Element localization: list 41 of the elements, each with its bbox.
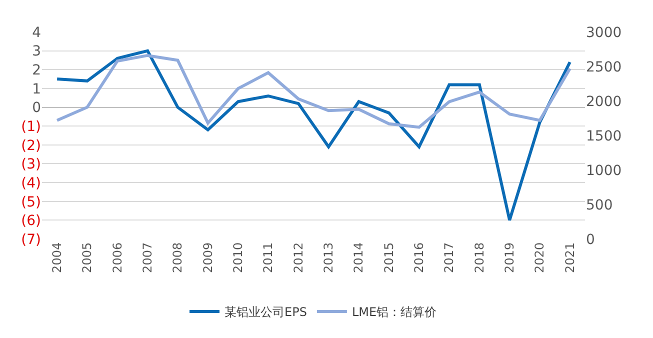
line-series <box>56 54 572 129</box>
x-tick-label: 2012 <box>291 242 306 273</box>
x-tick-label: 2005 <box>80 242 94 273</box>
y-tick-label: (1) <box>21 118 41 135</box>
y-tick-label: 3 <box>32 44 41 60</box>
y2-tick-label: 3000 <box>586 24 622 41</box>
x-tick-label: 2009 <box>200 242 215 273</box>
y2-tick-label: 0 <box>586 232 595 248</box>
y-tick-label: 1 <box>32 81 41 98</box>
legend-label: 某铝业公司EPS <box>224 305 307 320</box>
y-tick-label: 0 <box>32 100 41 116</box>
x-tick-label: 2018 <box>472 242 486 273</box>
y2-tick-label: 500 <box>586 197 613 214</box>
y2-tick-label: 2500 <box>586 59 622 76</box>
x-tick-label: 2019 <box>502 242 516 273</box>
y-tick-label: (7) <box>21 232 41 248</box>
y-tick-label: (2) <box>21 138 41 154</box>
x-tick-label: 2013 <box>321 242 336 273</box>
x-tick-label: 2021 <box>562 242 577 273</box>
x-tick-label: 2008 <box>170 242 185 273</box>
x-tick-label: 2017 <box>442 242 456 273</box>
y-tick-label: (4) <box>21 175 41 192</box>
line-series <box>56 49 572 222</box>
y-tick-label: 2 <box>32 62 41 79</box>
y-tick-label: 4 <box>32 24 42 41</box>
y2-tick-label: 1500 <box>586 128 622 144</box>
legend-label: LME铝：结算价 <box>352 305 437 320</box>
x-tick-label: 2020 <box>532 242 547 273</box>
x-tick-label: 2011 <box>261 242 276 273</box>
x-tick-label: 2007 <box>140 242 154 273</box>
y-tick-label: (6) <box>21 213 41 230</box>
y-tick-label: (5) <box>21 194 41 210</box>
x-tick-label: 2016 <box>412 242 426 273</box>
x-tick-label: 2014 <box>352 242 366 273</box>
y2-tick-label: 2000 <box>586 94 622 110</box>
y-tick-label: (3) <box>21 156 41 173</box>
x-tick-label: 2015 <box>382 242 396 273</box>
y2-tick-label: 1000 <box>586 162 622 179</box>
x-tick-label: 2006 <box>110 242 124 273</box>
x-tick-label: 2004 <box>50 242 64 273</box>
x-tick-label: 2010 <box>230 242 245 273</box>
